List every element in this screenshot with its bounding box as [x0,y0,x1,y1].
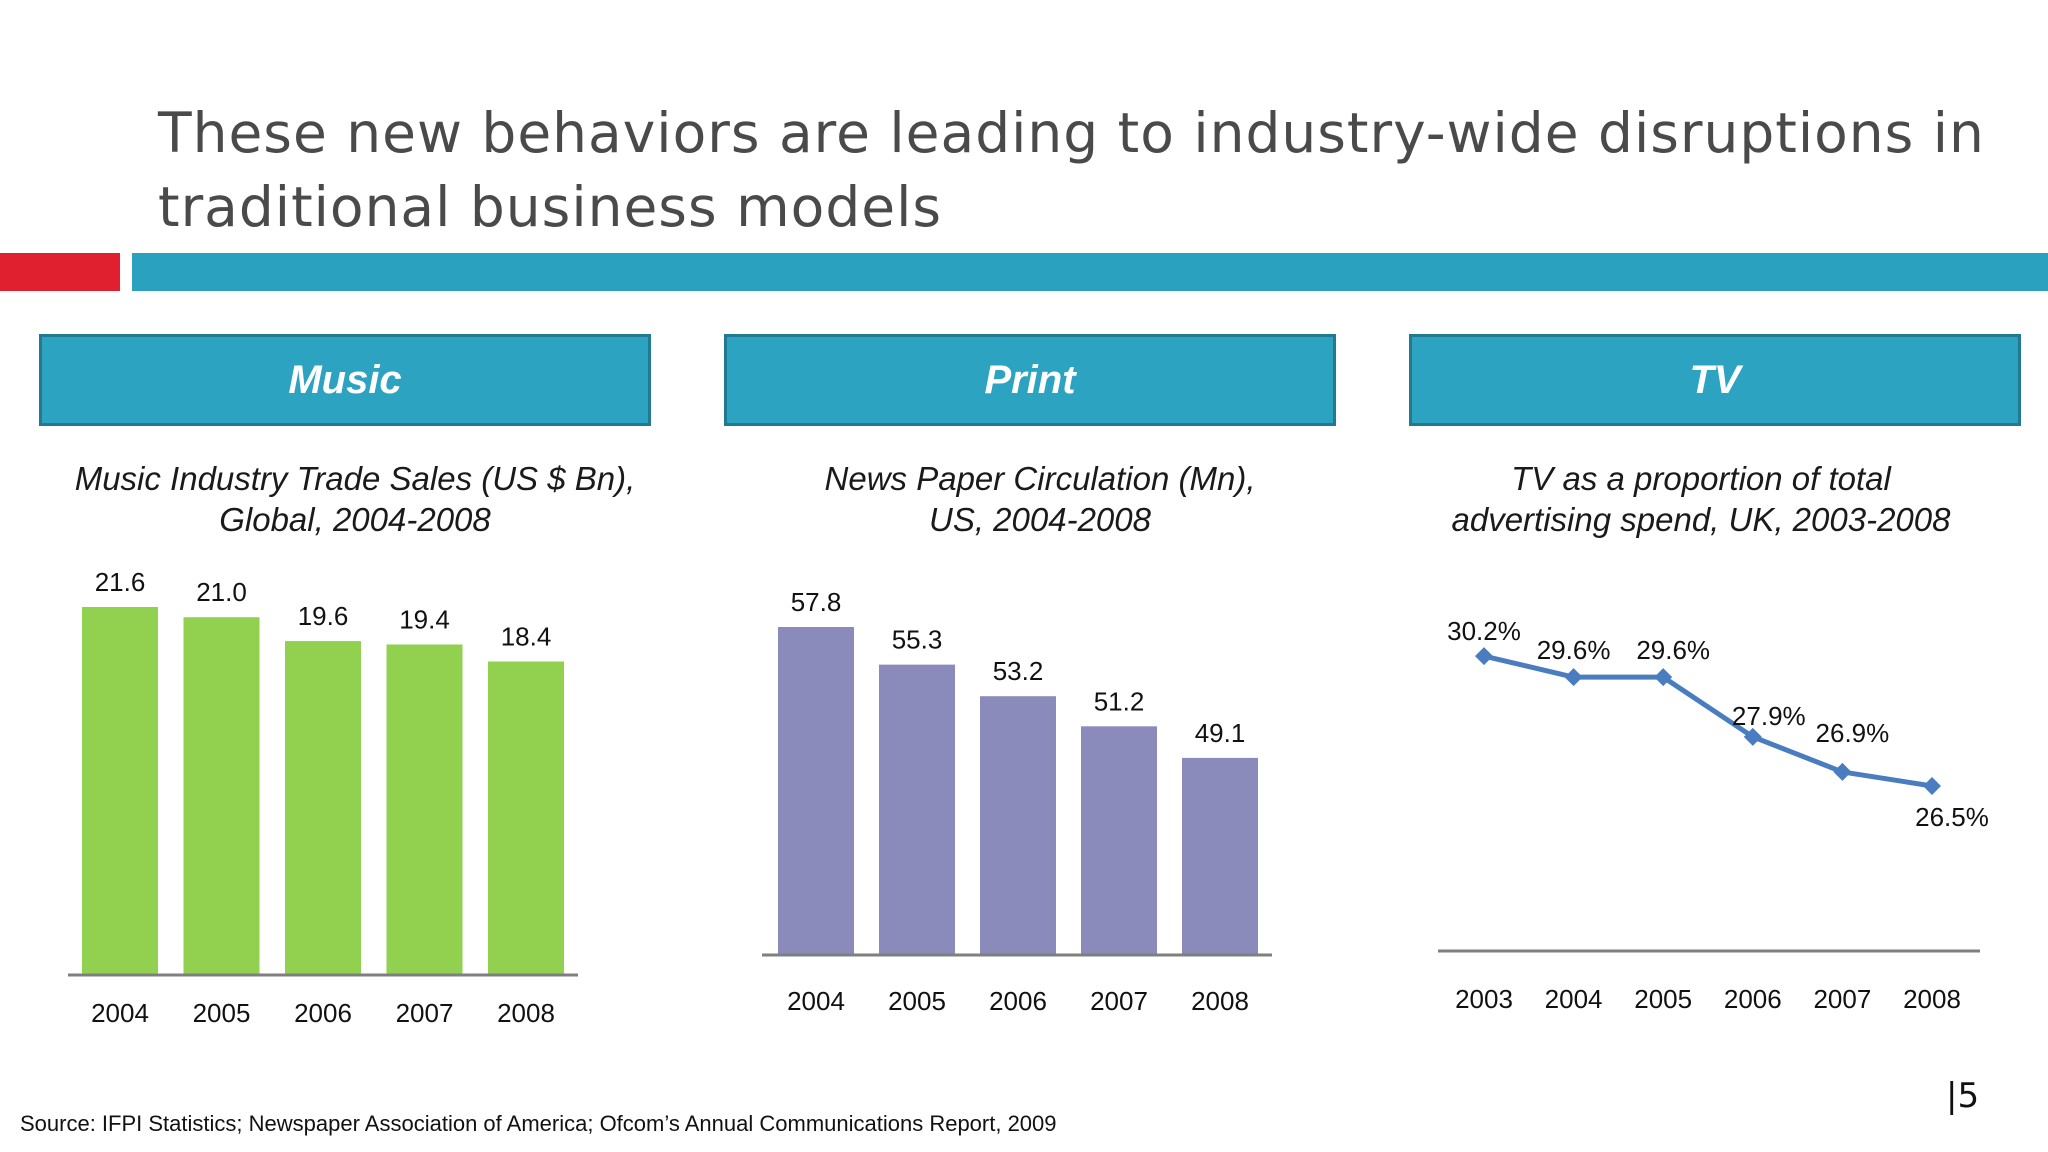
panel-heading-music: Music [39,334,651,426]
bar-value-label: 19.4 [399,604,450,634]
x-tick-label: 2007 [1090,986,1148,1016]
x-tick-label: 2008 [1191,986,1249,1016]
point-value-label: 27.9% [1732,701,1806,731]
point-value-label: 29.6% [1636,635,1710,665]
panel-heading-tv: TV [1409,334,2021,426]
x-tick-label: 2005 [1634,984,1692,1014]
data-point [1923,776,1941,795]
bar-value-label: 57.8 [791,587,842,617]
x-tick-label: 2005 [193,998,251,1028]
point-value-label: 30.2% [1447,616,1521,646]
data-point [1564,668,1583,687]
x-tick-label: 2006 [989,986,1047,1016]
bar [285,641,361,975]
data-point [1743,727,1762,746]
bar-value-label: 53.2 [993,656,1044,686]
bar-value-label: 18.4 [501,622,552,652]
subtitle-line: US, 2004-2008 [929,501,1151,538]
x-tick-label: 2006 [294,998,352,1028]
bar [82,607,158,975]
x-tick-label: 2004 [787,986,845,1016]
point-value-label: 26.9% [1816,718,1890,748]
accent-bar-teal [132,253,2048,291]
x-tick-label: 2006 [1724,984,1782,1014]
bar [1081,726,1157,955]
chart-subtitle-tv: TV as a proportion of total advertising … [1361,458,2041,540]
bar-value-label: 55.3 [892,625,943,655]
subtitle-line: advertising spend, UK, 2003-2008 [1451,501,1951,538]
point-value-label: 26.5% [1915,802,1989,832]
page-number: |5 [1946,1076,1980,1116]
source-note: Source: IFPI Statistics; Newspaper Assoc… [20,1111,1057,1136]
bar-value-label: 19.6 [298,601,349,631]
accent-bar-red [0,253,120,291]
data-point [1654,668,1673,687]
bar [778,627,854,955]
x-tick-label: 2008 [497,998,555,1028]
subtitle-line: Music Industry Trade Sales (US $ Bn), [74,460,636,497]
bar [1182,757,1258,955]
series-line [1483,653,1933,789]
x-tick-label: 2003 [1455,984,1513,1014]
subtitle-line: TV as a proportion of total [1511,460,1891,497]
chart-subtitle-music: Music Industry Trade Sales (US $ Bn), Gl… [15,458,695,540]
x-tick-label: 2004 [91,998,149,1028]
x-tick-label: 2005 [888,986,946,1016]
panel-heading-print: Print [724,334,1336,426]
bar-value-label: 21.0 [196,577,247,607]
bar [183,617,260,975]
data-point [1833,762,1852,781]
chart-subtitle-print: News Paper Circulation (Mn), US, 2004-20… [700,458,1380,540]
x-tick-label: 2004 [1545,984,1603,1014]
bar-value-label: 21.6 [95,567,146,597]
bar [386,644,463,975]
bar-value-label: 49.1 [1195,718,1246,748]
bar-value-label: 51.2 [1094,686,1145,716]
bar [879,664,955,955]
bar [980,696,1056,955]
bar [488,661,564,975]
x-tick-label: 2007 [1813,984,1871,1014]
x-tick-label: 2008 [1903,984,1961,1014]
slide-title: These new behaviors are leading to indus… [158,101,1985,239]
x-tick-label: 2007 [396,998,454,1028]
subtitle-line: News Paper Circulation (Mn), [824,460,1256,497]
point-value-label: 29.6% [1537,635,1611,665]
subtitle-line: Global, 2004-2008 [219,501,491,538]
data-point [1475,647,1493,666]
